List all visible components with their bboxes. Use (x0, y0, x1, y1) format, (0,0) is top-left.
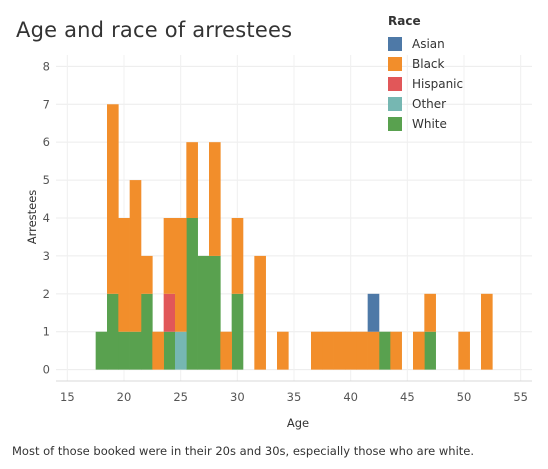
bar-black-age-46 (413, 331, 425, 370)
bar-white-age-26 (186, 218, 198, 370)
bar-black-age-37 (311, 331, 323, 370)
bar-white-age-18 (95, 331, 108, 370)
y-tick-label: 0 (43, 363, 50, 377)
bar-black-age-29 (220, 331, 232, 370)
bar-black-age-42 (367, 331, 380, 370)
bar-black-age-24 (163, 218, 176, 294)
bar-black-age-32 (254, 255, 266, 370)
bar-black-age-47 (424, 293, 436, 332)
x-axis-label: Age (287, 416, 309, 430)
bar-other-age-25 (175, 331, 187, 370)
x-tick-label: 40 (343, 390, 358, 404)
legend-item-hispanic[interactable]: Hispanic (388, 74, 463, 94)
bar-black-age-25 (175, 218, 187, 332)
y-tick-label: 6 (43, 135, 50, 149)
bar-hispanic-age-24 (163, 293, 176, 332)
legend-swatch (388, 37, 402, 51)
legend-label: White (412, 117, 447, 131)
bar-white-age-27 (197, 255, 210, 370)
bar-white-age-22 (141, 293, 153, 370)
legend: Race Asian Black Hispanic Other White (388, 14, 463, 134)
bar-black-age-40 (345, 331, 357, 370)
y-tick-label: 5 (43, 173, 50, 187)
bar-black-age-50 (458, 331, 470, 370)
bar-black-age-20 (118, 218, 130, 332)
bar-white-age-19 (107, 293, 119, 370)
legend-swatch (388, 77, 402, 91)
bar-white-age-20 (118, 331, 130, 370)
bar-white-age-30 (231, 293, 244, 370)
y-tick-label: 1 (43, 325, 50, 339)
legend-swatch (388, 117, 402, 131)
legend-label: Other (412, 97, 447, 111)
y-tick-label: 7 (43, 97, 50, 111)
legend-item-asian[interactable]: Asian (388, 34, 463, 54)
bar-black-age-28 (209, 142, 221, 256)
legend-swatch (388, 57, 402, 71)
bar-white-age-43 (379, 331, 391, 370)
chart-title: Age and race of arrestees (16, 18, 293, 42)
legend-item-black[interactable]: Black (388, 54, 463, 74)
bar-white-age-47 (424, 331, 436, 370)
y-tick-label: 4 (43, 211, 50, 225)
bar-white-age-24 (163, 331, 176, 370)
bar-black-age-39 (333, 331, 346, 370)
bar-black-age-34 (277, 331, 289, 370)
x-tick-label: 55 (513, 390, 528, 404)
legend-label: Hispanic (412, 77, 464, 91)
x-tick-label: 25 (173, 390, 188, 404)
y-tick-label: 3 (43, 249, 50, 263)
y-tick-label: 2 (43, 287, 50, 301)
bar-black-age-30 (231, 218, 244, 294)
legend-item-other[interactable]: Other (388, 94, 463, 114)
legend-label: Black (412, 57, 445, 71)
x-tick-label: 45 (400, 390, 415, 404)
x-tick-label: 35 (287, 390, 302, 404)
x-tick-label: 50 (457, 390, 472, 404)
bar-black-age-38 (322, 331, 334, 370)
bar-black-age-23 (152, 331, 164, 370)
legend-swatch (388, 97, 402, 111)
x-tick-label: 15 (60, 390, 75, 404)
x-tick-label: 30 (230, 390, 245, 404)
x-tick-label: 20 (117, 390, 132, 404)
chart-caption: Most of those booked were in their 20s a… (12, 444, 475, 458)
bar-black-age-22 (141, 255, 153, 294)
y-axis-label: Arrestees (25, 190, 39, 245)
legend-item-white[interactable]: White (388, 114, 463, 134)
legend-title: Race (388, 14, 421, 28)
bar-black-age-44 (390, 331, 402, 370)
y-tick-label: 8 (43, 59, 50, 73)
bar-asian-age-42 (367, 293, 380, 332)
bars (95, 104, 493, 370)
bar-black-age-41 (356, 331, 368, 370)
bar-black-age-26 (186, 142, 198, 218)
bar-black-age-52 (481, 293, 493, 370)
bar-white-age-21 (129, 331, 142, 370)
legend-label: Asian (412, 37, 445, 51)
bar-white-age-28 (209, 255, 221, 370)
bar-black-age-21 (129, 180, 142, 332)
bar-black-age-19 (107, 104, 119, 294)
